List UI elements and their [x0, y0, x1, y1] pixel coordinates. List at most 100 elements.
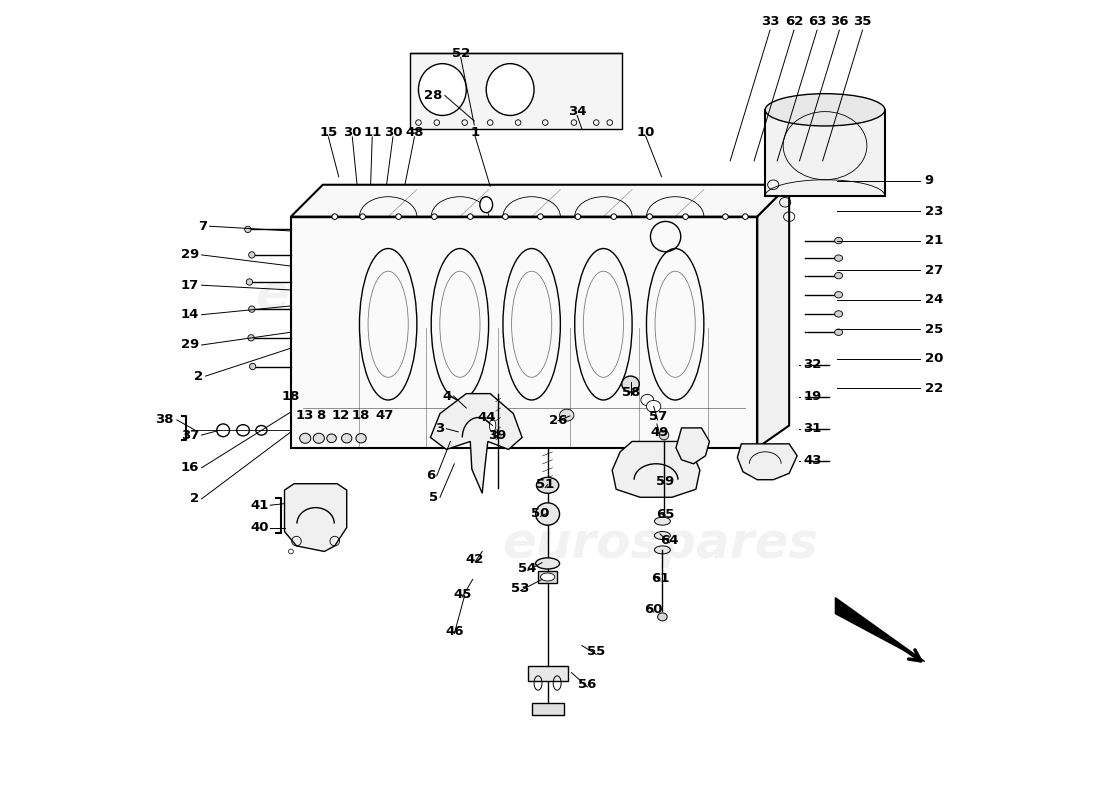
Bar	[531, 703, 563, 715]
Ellipse shape	[835, 238, 843, 244]
Text: 6: 6	[426, 470, 436, 482]
Polygon shape	[737, 444, 797, 480]
Ellipse shape	[654, 531, 670, 539]
Text: 23: 23	[925, 205, 943, 218]
Text: 8: 8	[317, 410, 326, 422]
Text: 48: 48	[405, 126, 424, 138]
Text: 31: 31	[803, 422, 822, 435]
Ellipse shape	[621, 376, 639, 392]
Ellipse shape	[503, 214, 508, 219]
Ellipse shape	[486, 64, 535, 115]
Text: 64: 64	[660, 534, 679, 547]
Text: 7: 7	[198, 220, 207, 233]
Text: 5: 5	[429, 490, 439, 504]
Text: 38: 38	[155, 414, 174, 426]
Text: eurospares: eurospares	[503, 519, 818, 567]
Ellipse shape	[560, 409, 574, 421]
Ellipse shape	[654, 546, 670, 554]
Ellipse shape	[658, 613, 668, 621]
Ellipse shape	[249, 252, 255, 258]
Polygon shape	[430, 394, 522, 494]
Text: 20: 20	[925, 352, 943, 365]
Ellipse shape	[835, 291, 843, 298]
Ellipse shape	[480, 197, 493, 213]
Text: 37: 37	[180, 429, 199, 442]
Ellipse shape	[246, 279, 253, 285]
Polygon shape	[613, 442, 700, 498]
Text: 58: 58	[623, 386, 640, 398]
Text: 25: 25	[925, 322, 943, 335]
Ellipse shape	[327, 434, 337, 442]
Text: 1: 1	[471, 126, 480, 138]
Ellipse shape	[835, 329, 843, 335]
Ellipse shape	[537, 478, 559, 494]
Text: 34: 34	[568, 105, 586, 118]
Ellipse shape	[536, 503, 560, 525]
Text: 36: 36	[830, 15, 848, 28]
Text: 26: 26	[549, 414, 568, 427]
Text: 49: 49	[651, 426, 669, 439]
Text: 2: 2	[194, 370, 204, 382]
Ellipse shape	[683, 214, 689, 219]
Text: 55: 55	[587, 646, 605, 658]
Text: 29: 29	[182, 338, 199, 351]
Text: 16: 16	[180, 462, 199, 474]
Text: 62: 62	[784, 15, 803, 28]
Ellipse shape	[654, 517, 670, 525]
Text: 30: 30	[384, 126, 403, 138]
Text: 22: 22	[925, 382, 943, 394]
Bar	[528, 666, 568, 681]
Ellipse shape	[540, 573, 554, 581]
Text: 29: 29	[182, 249, 199, 262]
Ellipse shape	[647, 214, 652, 219]
Text: 44: 44	[477, 411, 495, 424]
Text: 21: 21	[925, 234, 943, 247]
Ellipse shape	[396, 214, 402, 219]
Bar	[410, 54, 622, 129]
Ellipse shape	[723, 214, 728, 219]
Text: 65: 65	[657, 507, 674, 521]
Text: 12: 12	[331, 410, 350, 422]
Ellipse shape	[835, 310, 843, 317]
Ellipse shape	[468, 214, 473, 219]
Text: 56: 56	[579, 678, 596, 691]
Ellipse shape	[244, 226, 251, 233]
Polygon shape	[285, 484, 346, 551]
Bar	[766, 110, 884, 196]
Text: 24: 24	[925, 293, 943, 306]
Bar	[538, 570, 558, 583]
Text: 57: 57	[649, 410, 667, 423]
Ellipse shape	[250, 363, 256, 370]
Text: 32: 32	[803, 358, 822, 371]
Ellipse shape	[431, 214, 437, 219]
Text: 46: 46	[446, 625, 463, 638]
Text: 33: 33	[761, 15, 779, 28]
Text: 51: 51	[536, 478, 554, 491]
Ellipse shape	[659, 430, 669, 440]
Ellipse shape	[835, 273, 843, 279]
Text: 41: 41	[250, 498, 268, 512]
Bar	[290, 217, 757, 448]
Ellipse shape	[288, 549, 294, 554]
Ellipse shape	[835, 255, 843, 262]
Ellipse shape	[249, 306, 255, 312]
Ellipse shape	[766, 94, 884, 126]
Text: 27: 27	[925, 263, 943, 277]
Text: 19: 19	[803, 390, 822, 403]
Text: 15: 15	[319, 126, 338, 138]
Text: 11: 11	[363, 126, 382, 138]
Text: 35: 35	[854, 15, 871, 28]
Text: 17: 17	[182, 278, 199, 292]
Text: 53: 53	[512, 582, 530, 594]
Ellipse shape	[490, 419, 496, 432]
Polygon shape	[290, 185, 789, 217]
Ellipse shape	[332, 214, 338, 219]
Ellipse shape	[536, 558, 560, 569]
Text: 43: 43	[803, 454, 822, 467]
Polygon shape	[676, 428, 710, 464]
Text: 3: 3	[436, 422, 444, 435]
Text: 47: 47	[376, 410, 394, 422]
Text: eurospares: eurospares	[255, 272, 571, 320]
Ellipse shape	[575, 214, 581, 219]
Text: 63: 63	[807, 15, 826, 28]
